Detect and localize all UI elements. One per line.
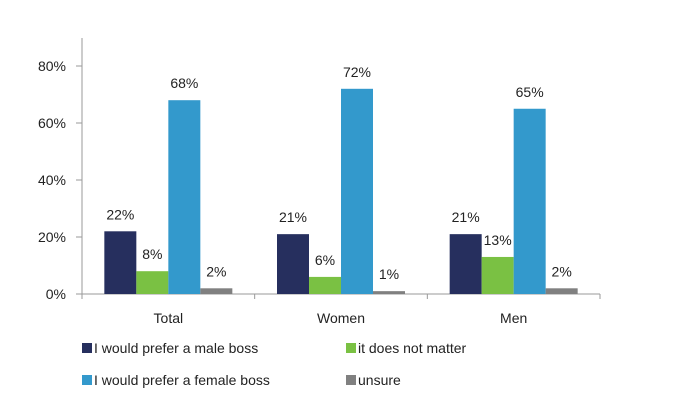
bar (136, 271, 169, 294)
data-label: 8% (142, 246, 162, 262)
bar (200, 288, 233, 294)
data-label: 65% (516, 84, 544, 100)
x-axis: Total Women Men (81, 293, 601, 326)
bar (481, 256, 514, 294)
data-label: 21% (279, 209, 307, 225)
bar (277, 234, 309, 294)
data-label: 6% (315, 252, 335, 268)
bar (309, 276, 341, 294)
data-label: 68% (170, 75, 198, 91)
data-labels: 22%8%68%2%21%6%72%1%21%13%65%2% (106, 64, 571, 282)
data-label: 2% (552, 263, 572, 279)
bar (513, 108, 546, 294)
bars (104, 88, 578, 294)
x-tick-label: Women (317, 310, 365, 326)
data-label: 2% (206, 263, 226, 279)
data-label: 21% (452, 209, 480, 225)
data-label: 72% (343, 64, 371, 80)
y-tick-label: 40% (38, 172, 66, 188)
bar (168, 100, 201, 294)
y-tick-label: 60% (38, 115, 66, 131)
bar (449, 234, 482, 294)
y-tick-label: 80% (38, 58, 66, 74)
y-tick-label: 0% (46, 286, 66, 302)
bar (545, 288, 578, 294)
data-label: 22% (106, 206, 134, 222)
y-tick-label: 20% (38, 229, 66, 245)
data-label: 13% (484, 232, 512, 248)
bar (341, 88, 373, 294)
bar (104, 231, 137, 294)
bar (373, 291, 405, 294)
y-axis: 0% 20% 40% 60% 80% (38, 38, 83, 302)
x-tick-label: Total (154, 310, 184, 326)
x-tick-label: Men (500, 310, 527, 326)
data-label: 1% (379, 266, 399, 282)
